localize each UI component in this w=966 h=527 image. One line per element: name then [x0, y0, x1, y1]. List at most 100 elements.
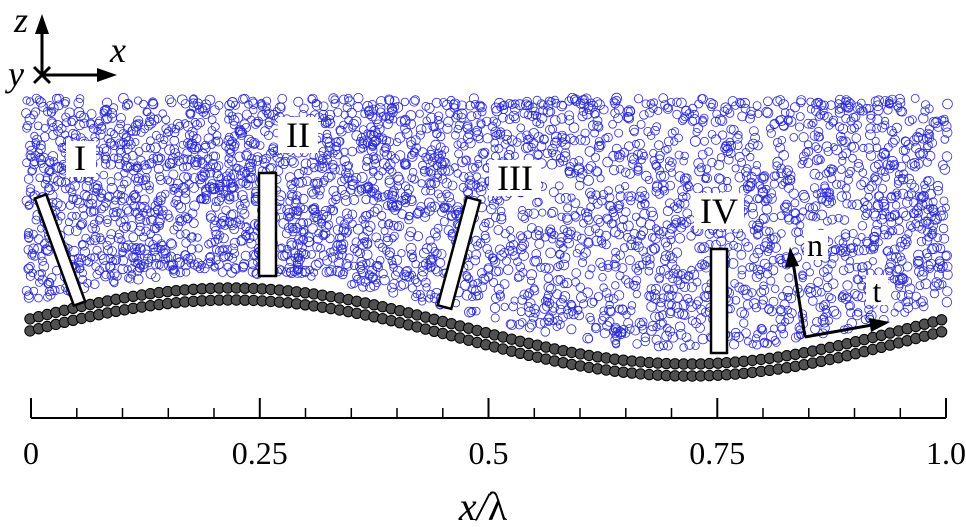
- particle: [639, 110, 649, 120]
- particle: [540, 262, 551, 273]
- particle: [781, 168, 792, 178]
- particle: [794, 235, 806, 246]
- particle: [121, 102, 131, 111]
- particle: [340, 189, 351, 200]
- particle: [361, 249, 373, 261]
- particle: [794, 227, 804, 237]
- particle: [890, 134, 900, 145]
- particle: [790, 216, 799, 225]
- particle: [679, 175, 690, 186]
- particle: [672, 97, 682, 108]
- ruler-tick-label: 0.5: [469, 435, 509, 471]
- particle: [21, 195, 33, 207]
- particle: [935, 256, 945, 266]
- particle: [197, 148, 209, 160]
- particle: [897, 207, 909, 218]
- particle: [355, 248, 365, 259]
- particle: [655, 170, 667, 181]
- particle: [644, 219, 656, 231]
- particle: [805, 202, 814, 212]
- particle: [510, 296, 519, 305]
- particle: [518, 250, 530, 261]
- particle: [212, 136, 223, 147]
- particle: [626, 306, 636, 316]
- particle: [34, 293, 43, 303]
- particle: [398, 278, 410, 290]
- particle: [294, 234, 304, 244]
- particle: [386, 200, 398, 211]
- particle: [627, 152, 638, 164]
- particle: [890, 210, 900, 220]
- particle: [379, 274, 390, 286]
- particle: [336, 184, 347, 195]
- particle: [230, 100, 240, 110]
- particle: [209, 220, 221, 232]
- particle: [391, 254, 403, 266]
- particle: [409, 148, 419, 158]
- particle: [560, 193, 572, 204]
- particle: [665, 198, 675, 209]
- particle: [489, 256, 499, 265]
- particle: [144, 181, 154, 191]
- particle: [171, 124, 181, 134]
- particle: [186, 155, 196, 165]
- particle: [369, 166, 378, 175]
- particle: [812, 213, 821, 222]
- particle: [454, 149, 464, 159]
- particle: [617, 304, 629, 316]
- particle: [630, 325, 641, 336]
- particle: [169, 225, 179, 235]
- particle: [439, 202, 449, 212]
- particle: [769, 119, 779, 130]
- particle: [678, 299, 690, 311]
- particle: [741, 166, 751, 177]
- particle: [817, 195, 827, 205]
- particle: [722, 176, 732, 186]
- particle: [772, 161, 782, 171]
- particle: [877, 152, 886, 161]
- particle: [340, 147, 349, 157]
- particle: [660, 250, 672, 262]
- particle: [725, 148, 736, 159]
- particle: [857, 262, 868, 273]
- particle: [535, 119, 545, 129]
- particle: [321, 266, 332, 278]
- particle: [908, 115, 917, 124]
- particle: [660, 100, 670, 110]
- particle: [27, 167, 36, 176]
- particle: [687, 316, 697, 326]
- particle: [23, 245, 34, 255]
- particle: [103, 218, 112, 227]
- particle: [92, 184, 102, 193]
- particle: [559, 225, 568, 234]
- particle: [223, 190, 234, 201]
- particle: [548, 306, 558, 316]
- particle: [820, 181, 829, 191]
- particle: [177, 94, 188, 106]
- particle: [790, 198, 800, 208]
- particle: [25, 97, 35, 106]
- particle: [627, 235, 637, 245]
- particle: [835, 246, 845, 256]
- particle: [347, 180, 358, 191]
- particle: [510, 99, 520, 108]
- wall-bead: [935, 314, 948, 326]
- particle: [356, 265, 366, 274]
- particle: [463, 260, 474, 271]
- particle: [494, 97, 505, 109]
- particle: [257, 110, 269, 121]
- particle: [738, 184, 750, 196]
- particle: [868, 257, 877, 266]
- particle: [865, 129, 876, 141]
- particle: [493, 130, 503, 139]
- particle: [527, 110, 538, 121]
- particle: [754, 109, 763, 118]
- particle: [599, 104, 609, 115]
- particle: [785, 108, 795, 118]
- particle: [48, 172, 59, 183]
- particle: [532, 111, 542, 120]
- particle: [490, 126, 502, 138]
- particle: [368, 142, 377, 152]
- particle: [758, 325, 768, 335]
- particle: [570, 168, 580, 178]
